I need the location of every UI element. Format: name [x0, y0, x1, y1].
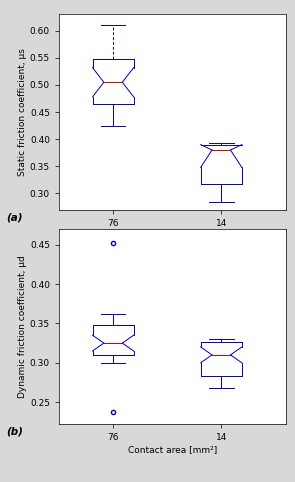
- Y-axis label: Static friction coefficient, μs: Static friction coefficient, μs: [18, 48, 27, 176]
- X-axis label: Contact area [mm²]: Contact area [mm²]: [128, 445, 217, 454]
- Text: (a): (a): [6, 212, 22, 222]
- Text: (b): (b): [6, 427, 23, 437]
- X-axis label: Contact area [mm²]: Contact area [mm²]: [128, 230, 217, 240]
- Y-axis label: Dynamic friction coefficient, μd: Dynamic friction coefficient, μd: [18, 255, 27, 398]
